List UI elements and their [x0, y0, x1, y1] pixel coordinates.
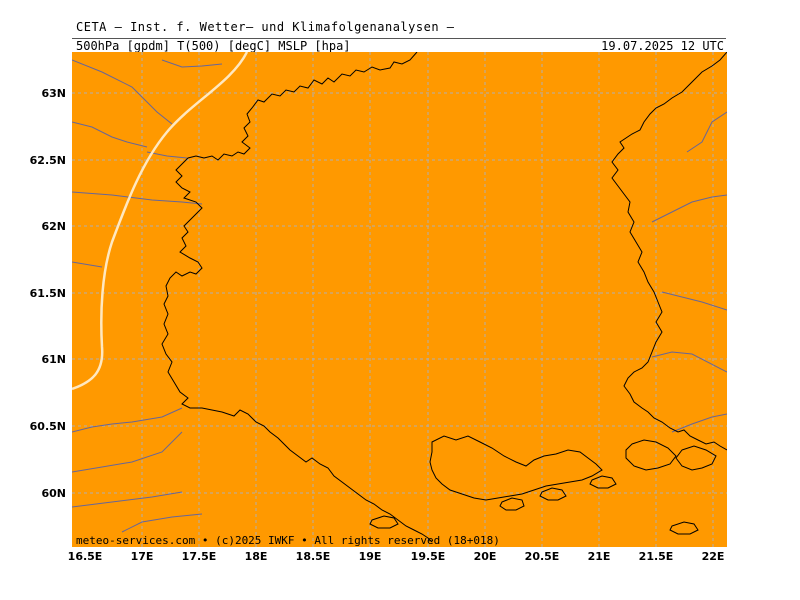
map-panel	[72, 52, 727, 547]
chart-title: CETA — Inst. f. Wetter— und Klimafolgena…	[76, 20, 455, 34]
valid-time: 19.07.2025 12 UTC	[601, 39, 724, 53]
lat-label-60-5n: 60.5N	[29, 420, 66, 433]
borders	[72, 59, 727, 533]
lat-label-62n: 62N	[41, 220, 66, 233]
coastlines	[161, 52, 727, 543]
lon-label-20e: 20E	[473, 550, 497, 563]
lon-label-19-5e: 19.5E	[410, 550, 446, 563]
lat-label-63n: 63N	[41, 87, 66, 100]
lon-label-17e: 17E	[130, 550, 154, 563]
lat-label-62-5n: 62.5N	[29, 154, 66, 167]
lon-label-19e: 19E	[358, 550, 382, 563]
lat-label-61n: 61N	[41, 353, 66, 366]
lon-label-17-5e: 17.5E	[181, 550, 217, 563]
isotherm-line	[72, 52, 249, 391]
lon-label-16-5e: 16.5E	[67, 550, 103, 563]
copyright-credit: meteo-services.com • (c)2025 IWKF • All …	[76, 534, 500, 547]
lon-label-22e: 22E	[701, 550, 725, 563]
lat-label-60n: 60N	[41, 487, 66, 500]
subtitle-bar: 500hPa [gpdm] T(500) [degC] MSLP [hpa] 1…	[72, 38, 726, 53]
map-canvas	[72, 52, 727, 547]
lon-label-20-5e: 20.5E	[524, 550, 560, 563]
lon-label-18-5e: 18.5E	[295, 550, 331, 563]
lon-label-21-5e: 21.5E	[638, 550, 674, 563]
map-background	[72, 52, 727, 547]
lon-label-18e: 18E	[244, 550, 268, 563]
lat-label-61-5n: 61.5N	[29, 287, 66, 300]
grid-lines	[72, 52, 727, 547]
lon-label-21e: 21E	[587, 550, 611, 563]
field-description: 500hPa [gpdm] T(500) [degC] MSLP [hpa]	[76, 39, 351, 53]
